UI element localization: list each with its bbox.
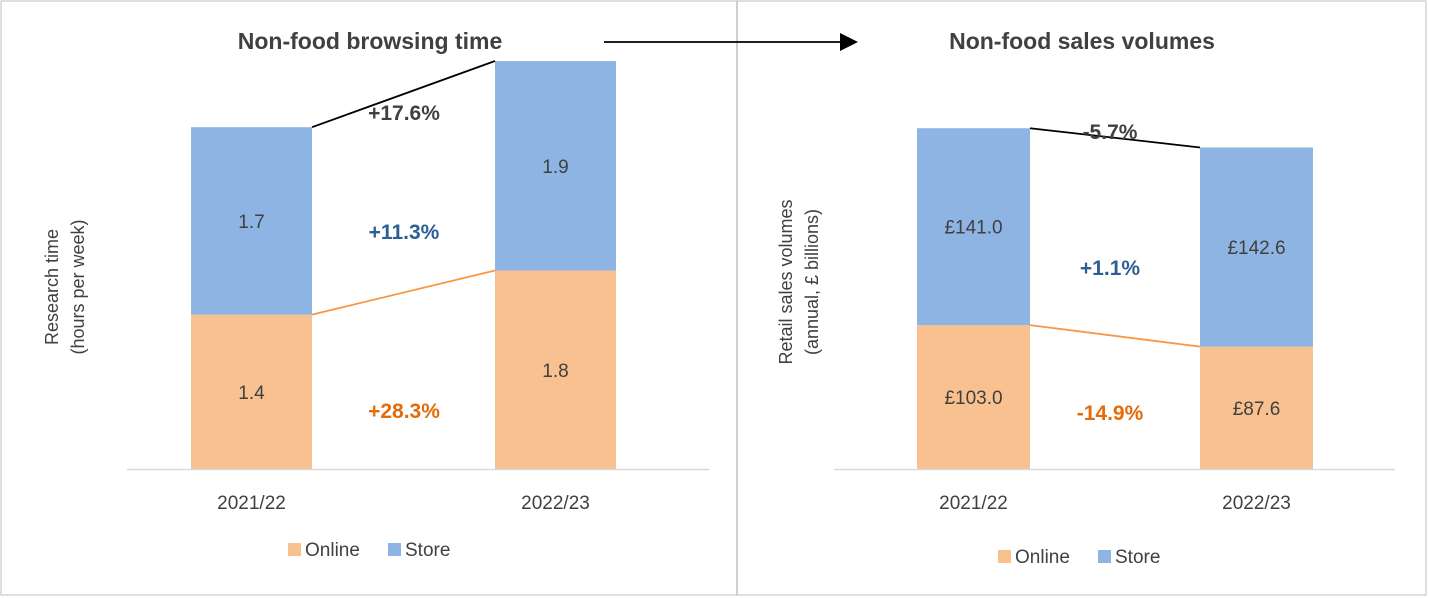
- connector-total-line: [311, 60, 496, 129]
- bar-store-2021/22: [917, 128, 1030, 326]
- annotation-store-change: +1.1%: [1080, 257, 1140, 280]
- data-label-online-2021/22: £103.0: [944, 388, 1002, 409]
- legend-label-online: Online: [305, 540, 360, 561]
- x-tick-label-2021/22: 2021/22: [217, 493, 286, 514]
- legend-swatch-store: [1098, 550, 1111, 563]
- y-axis-label-line-1: Research time: [42, 229, 62, 345]
- bar-online-2021/22: [191, 314, 312, 469]
- bar-store-2022/23: [1200, 147, 1313, 347]
- connector-online-line: [311, 269, 496, 316]
- y-axis-label-line-2: (hours per week): [68, 219, 88, 354]
- connector-total-line: [1029, 127, 1201, 149]
- x-tick-label-2022/23: 2022/23: [521, 493, 590, 514]
- data-label-store-2022/23: 1.9: [542, 157, 568, 178]
- bar-store-2021/22: [191, 127, 312, 315]
- legend-label-store: Store: [1115, 547, 1160, 568]
- legend-label-online: Online: [1015, 547, 1070, 568]
- panel-browsing-time: Non-food browsing time Research time (hour…: [42, 28, 709, 561]
- x-tick-label-2022/23: 2022/23: [1222, 493, 1291, 514]
- bar-online-2022/23: [1200, 346, 1313, 469]
- data-label-store-2021/22: £141.0: [944, 218, 1002, 239]
- flow-arrow: [604, 33, 858, 51]
- chart-title: Non-food browsing time: [238, 28, 502, 54]
- data-label-online-2022/23: £87.6: [1233, 399, 1281, 420]
- data-label-online-2021/22: 1.4: [238, 383, 265, 404]
- chart-title: Non-food sales volumes: [949, 28, 1215, 54]
- legend: Online Store: [288, 540, 450, 561]
- bar-online-2022/23: [495, 270, 616, 469]
- y-axis-label-line-1: Retail sales volumes: [776, 199, 796, 364]
- annotation-store-change: +11.3%: [369, 221, 440, 244]
- legend-swatch-store: [388, 543, 401, 556]
- data-label-online-2022/23: 1.8: [542, 361, 568, 382]
- x-tick-label-2021/22: 2021/22: [939, 493, 1008, 514]
- panel-sales-volumes: Non-food sales volumes Retail sales volum…: [776, 28, 1395, 568]
- data-label-store-2022/23: £142.6: [1227, 238, 1285, 259]
- legend-swatch-online: [998, 550, 1011, 563]
- data-label-store-2021/22: 1.7: [238, 212, 264, 233]
- legend: Online Store: [998, 547, 1160, 568]
- flow-arrow-head: [840, 33, 858, 51]
- annotation-total-change: +17.6%: [368, 102, 440, 125]
- bar-store-2022/23: [495, 61, 616, 271]
- legend-swatch-online: [288, 543, 301, 556]
- annotation-total-change: -5.7%: [1083, 121, 1138, 144]
- annotation-online-change: -14.9%: [1077, 402, 1144, 425]
- bar-online-2021/22: [917, 325, 1030, 469]
- annotation-online-change: +28.3%: [368, 400, 440, 423]
- y-axis-label-line-2: (annual, £ billions): [802, 209, 822, 355]
- legend-label-store: Store: [405, 540, 450, 561]
- connector-online-line: [1029, 324, 1201, 348]
